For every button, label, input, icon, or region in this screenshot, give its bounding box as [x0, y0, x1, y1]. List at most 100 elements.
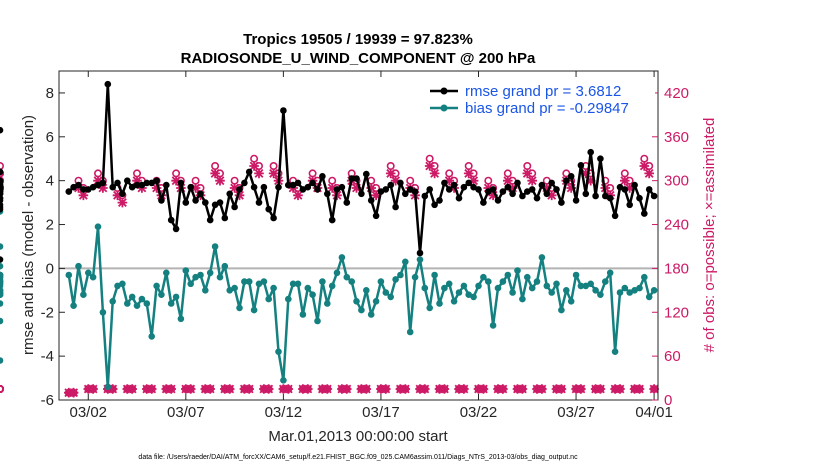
rmse-point	[358, 190, 365, 198]
obs-assimilated-marker	[488, 190, 498, 201]
y-left-tick-label: 2	[46, 217, 54, 234]
rmse-point	[475, 186, 482, 193]
plot-background	[59, 71, 658, 400]
bias-point	[519, 295, 526, 303]
bias-point	[436, 300, 443, 307]
rmse-point	[163, 181, 170, 189]
rmse-point	[489, 186, 497, 193]
rmse-point	[606, 194, 614, 202]
y-axis-right-label: # of obs: o=possible; ×=assimilated	[701, 118, 718, 353]
rmse-point	[197, 190, 204, 198]
obs-assimilated-marker	[624, 183, 635, 193]
obs-assimilated-marker	[317, 384, 328, 394]
bias-point	[85, 269, 92, 277]
rmse-point	[509, 190, 516, 198]
bias-point	[602, 278, 609, 285]
obs-assimilated-marker	[434, 384, 445, 394]
bias-point	[597, 291, 604, 299]
obs-assimilated-marker	[585, 175, 596, 186]
rmse-point	[411, 188, 419, 195]
bias-point	[236, 304, 243, 312]
rmse-point	[216, 199, 224, 206]
rmse-point	[543, 190, 551, 198]
rmse-point	[519, 192, 526, 200]
y-right-tick-label: 180	[664, 260, 689, 277]
bias-point	[636, 284, 643, 292]
bias-point	[231, 284, 238, 292]
rmse-point	[636, 194, 643, 202]
obs-assimilated-marker	[220, 384, 230, 394]
rmse-point	[363, 170, 370, 178]
obs-assimilated-marker	[400, 384, 411, 394]
obs-assimilated-marker	[351, 183, 362, 193]
obs-assimilated-marker	[629, 384, 640, 394]
obs-assimilated-marker	[381, 384, 391, 394]
bias-point	[148, 333, 155, 340]
rmse-point	[382, 186, 390, 193]
rmse-point	[392, 203, 399, 211]
y-right-tick-label: 300	[664, 173, 689, 190]
bias-point	[641, 273, 648, 281]
rmse-point	[304, 183, 312, 191]
bias-point	[480, 273, 487, 281]
rmse-point	[285, 181, 292, 189]
obs-assimilated-marker	[639, 161, 650, 171]
rmse-point	[445, 186, 453, 193]
rmse-point	[250, 183, 258, 191]
rmse-point	[645, 186, 653, 193]
rmse-point	[153, 177, 160, 184]
bias-point	[163, 269, 170, 277]
rmse-point	[538, 181, 546, 189]
rmse-point	[177, 179, 185, 187]
rmse-point	[104, 80, 112, 88]
rmse-point	[192, 197, 199, 204]
bias-point	[411, 273, 419, 281]
rmse-point	[460, 183, 468, 191]
rmse-point	[582, 190, 590, 198]
rmse-point	[133, 181, 141, 189]
rmse-point	[436, 197, 443, 204]
bias-point	[324, 300, 331, 307]
bias-point	[445, 280, 453, 288]
bias-point	[611, 348, 619, 356]
obs-assimilated-marker	[229, 183, 240, 193]
rmse-point	[450, 181, 458, 189]
x-tick-label: 04/01	[635, 404, 673, 421]
rmse-point	[270, 214, 277, 222]
rmse-point	[221, 214, 229, 222]
rmse-point	[641, 210, 648, 217]
y-right-tick-label: 60	[664, 348, 681, 365]
bias-point	[455, 289, 463, 296]
bias-point	[485, 278, 492, 285]
obs-assimilated-marker	[254, 168, 264, 179]
bias-point	[0, 291, 4, 298]
obs-assimilated-marker	[517, 384, 528, 394]
x-tick-label: 03/07	[167, 404, 205, 421]
legend-box	[425, 77, 655, 117]
obs-assimilated-marker	[444, 175, 454, 186]
rmse-point	[245, 168, 253, 176]
bias-point	[475, 282, 482, 290]
y-left-tick-label: -2	[41, 304, 54, 321]
obs-assimilated-marker	[459, 384, 469, 394]
bias-point	[299, 311, 307, 318]
obs-assimilated-marker	[620, 175, 630, 186]
rmse-point	[621, 186, 629, 193]
bias-point	[567, 298, 575, 305]
bias-point	[0, 271, 4, 279]
bias-point	[216, 273, 224, 281]
obs-assimilated-marker	[483, 183, 494, 193]
rmse-point	[426, 186, 434, 193]
rmse-point	[114, 179, 121, 187]
rmse-point	[226, 190, 233, 198]
y-left-tick-label: 6	[46, 129, 54, 146]
rmse-point	[172, 225, 180, 233]
obs-assimilated-marker	[166, 384, 176, 394]
bias-point	[0, 357, 4, 364]
rmse-point	[328, 216, 336, 224]
bias-point	[265, 295, 273, 303]
plot-frame	[58, 70, 659, 401]
rmse-point	[650, 192, 658, 200]
legend-bias-label: bias grand pr = -0.29847	[465, 100, 629, 117]
y-left-tick-label: 0	[46, 260, 54, 277]
